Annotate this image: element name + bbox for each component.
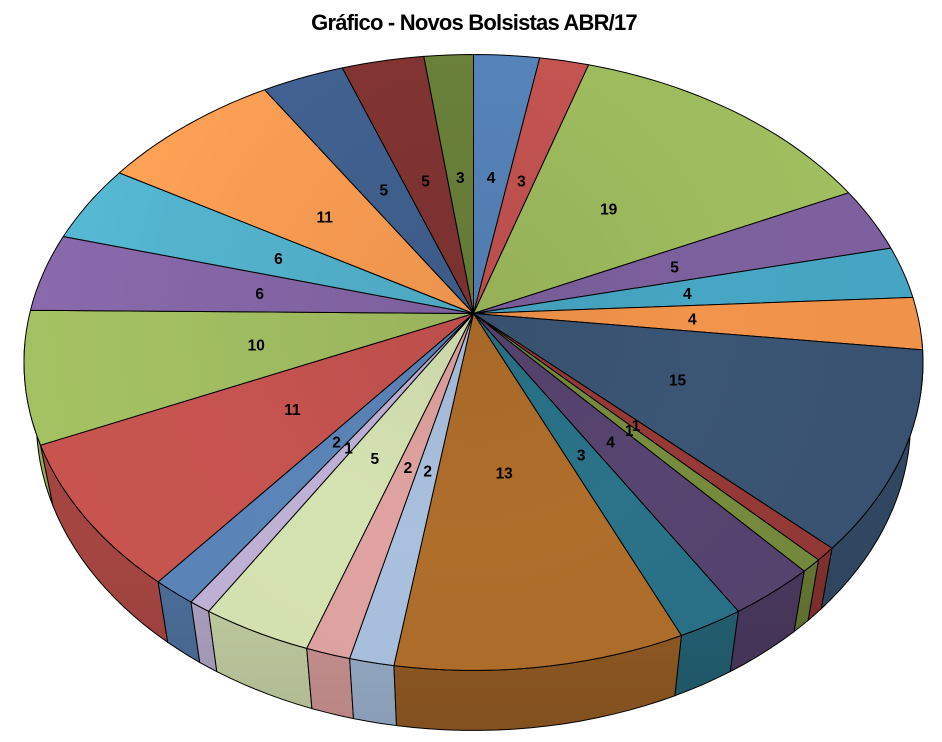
svg-text:10: 10 [248, 337, 265, 354]
svg-text:6: 6 [274, 251, 283, 268]
svg-text:3: 3 [517, 173, 526, 190]
svg-text:5: 5 [379, 183, 388, 200]
svg-text:5: 5 [670, 259, 679, 276]
svg-text:5: 5 [370, 451, 379, 468]
svg-text:13: 13 [496, 466, 514, 483]
svg-text:11: 11 [317, 209, 334, 226]
svg-text:3: 3 [577, 448, 586, 465]
svg-text:1: 1 [344, 440, 353, 457]
svg-text:4: 4 [688, 312, 697, 329]
svg-text:6: 6 [255, 286, 264, 303]
svg-text:4: 4 [683, 286, 692, 303]
svg-text:5: 5 [421, 173, 430, 190]
svg-text:2: 2 [332, 434, 341, 451]
svg-text:1: 1 [632, 418, 641, 435]
svg-text:4: 4 [487, 170, 496, 187]
svg-text:3: 3 [456, 170, 465, 187]
svg-text:15: 15 [669, 372, 687, 389]
svg-text:11: 11 [284, 402, 301, 419]
svg-text:2: 2 [423, 464, 432, 481]
svg-text:1: 1 [625, 423, 634, 440]
svg-text:19: 19 [600, 201, 618, 218]
svg-text:4: 4 [606, 434, 615, 451]
svg-text:2: 2 [404, 460, 413, 477]
